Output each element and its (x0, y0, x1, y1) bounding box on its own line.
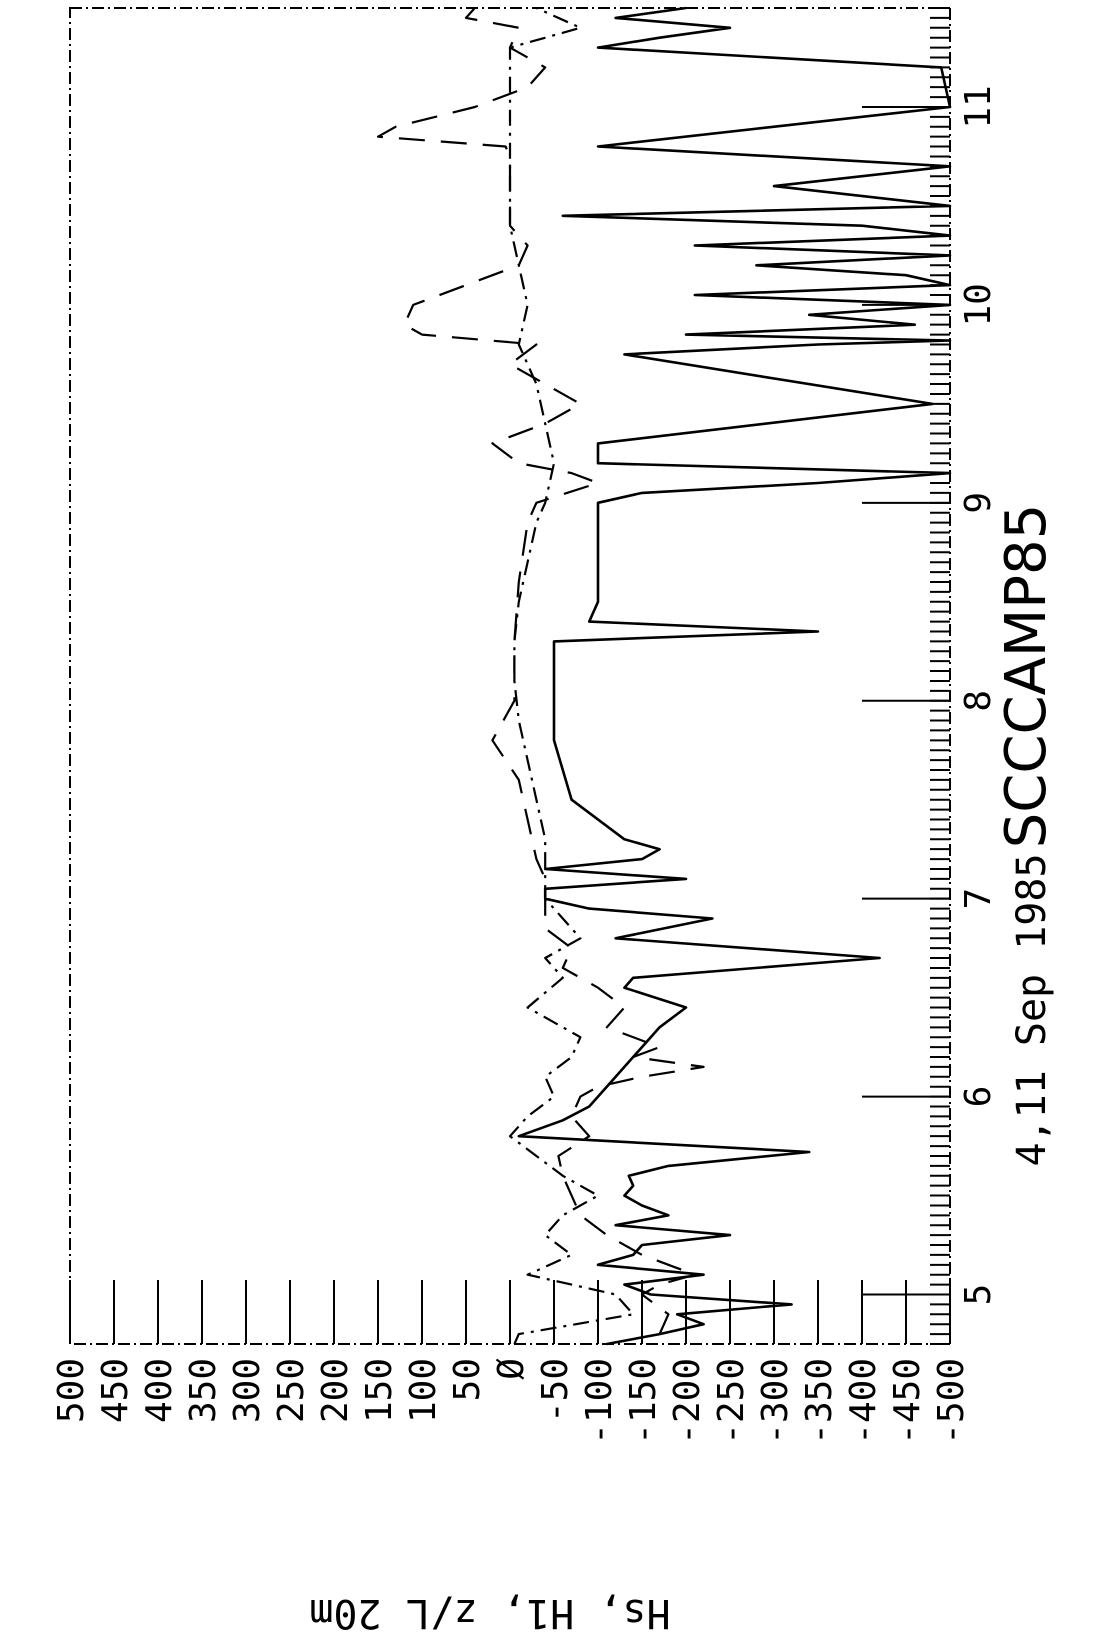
y-axis-label: Hs, H1, z/L 20m (309, 1590, 670, 1634)
series-layer (376, 6, 952, 1346)
value-tick-label: 150 (359, 1358, 400, 1423)
value-tick-label: 450 (95, 1358, 136, 1423)
value-tick-label: 500 (51, 1358, 92, 1423)
value-tick-label: -200 (667, 1358, 708, 1445)
value-tick-label: -150 (623, 1358, 664, 1445)
time-tick-label: 6 (958, 1086, 999, 1108)
time-tick-label: 10 (958, 283, 999, 326)
value-tick-label: -500 (931, 1358, 972, 1445)
value-ticks (69, 1280, 951, 1344)
value-tick-label: -350 (799, 1358, 840, 1445)
x-axis-label: 4,11 Sep 1985 (1009, 853, 1055, 1166)
value-tick-label: -450 (887, 1358, 928, 1445)
value-tick-label: 250 (271, 1358, 312, 1423)
value-tick-label: Ø (491, 1358, 532, 1380)
plot-area (69, 6, 952, 1346)
time-tick-labels: 5 6 7 8 9 10 11 (958, 85, 999, 1305)
value-tick-label: 300 (227, 1358, 268, 1423)
value-tick-labels: 500 450 400 350 300 250 200 150 100 50 Ø -50 -100 -15… (51, 1358, 972, 1445)
time-tick-label: 5 (958, 1284, 999, 1306)
value-tick-label: -50 (535, 1358, 576, 1423)
time-tick-label: 11 (958, 85, 999, 128)
value-tick-label: 400 (139, 1358, 180, 1423)
value-tick-label: -250 (711, 1358, 752, 1445)
series-line-dash-dot (508, 6, 635, 1345)
value-tick-label: -300 (755, 1358, 796, 1445)
value-tick-label: -100 (579, 1358, 620, 1445)
value-tick-label: 350 (183, 1358, 224, 1423)
series-line-solid (517, 6, 952, 1346)
value-tick-label: 50 (447, 1358, 488, 1401)
value-tick-label: -400 (843, 1358, 884, 1445)
time-tick-label: 7 (958, 888, 999, 910)
value-tick-label: 100 (403, 1358, 444, 1423)
time-tick-label: 9 (958, 492, 999, 514)
value-tick-label: 200 (315, 1358, 356, 1423)
chart-title: SCCCAMP85 (994, 504, 1059, 849)
series-line-dashed (376, 7, 705, 1335)
time-tick-label: 8 (958, 690, 999, 712)
